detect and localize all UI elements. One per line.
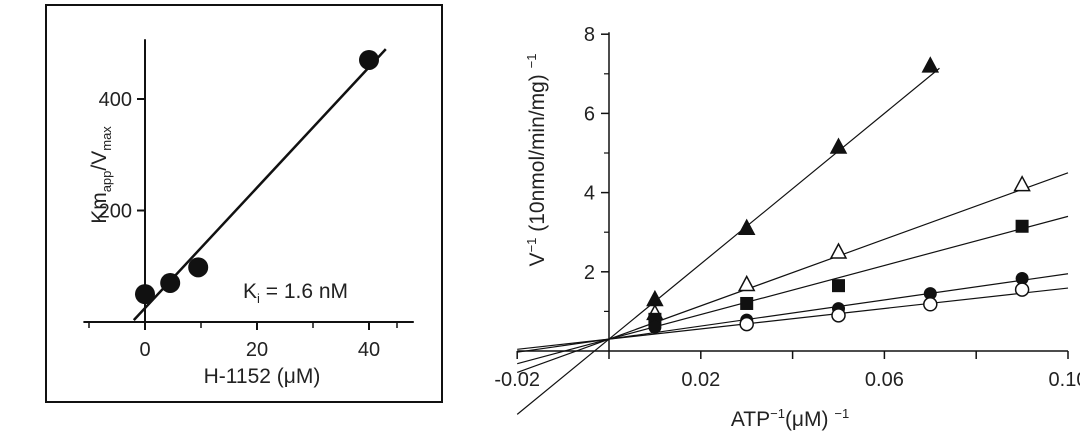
right-xlabel-sup2: −1 [834, 406, 849, 421]
left-points [135, 49, 379, 305]
filled-square-point [1015, 219, 1029, 233]
right-x-axis-label: ATP−1(μM) −1 [731, 406, 849, 431]
open-circle-point [923, 297, 938, 312]
left-ylabel-main: Km [88, 192, 111, 224]
left-x-tick-label: 40 [358, 339, 380, 361]
ki-annotation: Ki = 1.6 nM [243, 280, 348, 306]
filled-triangle-point [829, 137, 848, 154]
filled-square-point [832, 279, 845, 293]
right-panel: -0.020.020.060.102468 V−1 (10nmol/min/mg… [494, 24, 1080, 431]
left-data-point [188, 257, 209, 278]
left-data-point [160, 272, 181, 293]
open-triangle-point [737, 274, 756, 292]
right-ylabel-rest: (10nmol/min/mg) [526, 68, 549, 237]
ki-rest: = 1.6 nM [260, 280, 348, 303]
right-ylabel-main: V [526, 252, 549, 266]
right-xlabel-main: ATP [731, 408, 770, 431]
open-circle-point [831, 308, 846, 323]
filled-triangle-point [737, 218, 756, 235]
left-data-point [359, 49, 379, 70]
left-ylabel-sub2: max [99, 126, 114, 151]
open-triangle-point [829, 242, 848, 259]
right-xlabel-rest: (μM) [785, 408, 834, 431]
right-y-tick-label: 2 [584, 262, 595, 284]
right-x-tick-label: 0.06 [865, 369, 904, 391]
right-ylabel-sup: −1 [524, 238, 539, 253]
right-x-tick-label: 0.10 [1049, 369, 1080, 391]
filled-circle-point [648, 320, 662, 334]
right-axes: -0.02 0.02 0.06 0.10 2 4 6 8 [494, 24, 1080, 391]
right-fit-line [517, 215, 1069, 365]
right-fit-line [516, 172, 1069, 373]
right-fit-line [516, 67, 940, 415]
filled-circle-point [923, 287, 937, 301]
open-circle-point [739, 316, 754, 332]
left-y-tick-label: 200 [99, 201, 132, 223]
left-data-point [135, 284, 155, 305]
right-fit-line [517, 287, 1069, 350]
right-fit-lines [516, 67, 1069, 415]
right-xlabel-sup: −1 [770, 406, 785, 421]
open-circle-point [1014, 282, 1030, 297]
left-y-axis-label: Kmapp/Vmax [88, 126, 114, 224]
right-x-tick-label: 0.02 [681, 369, 720, 391]
left-x-tick-label: 20 [246, 339, 268, 361]
ki-main: K [243, 280, 257, 303]
left-panel: 0 20 40 200 400 Kmapp/Vmax H-1152 (μM) Ki = … [45, 4, 443, 403]
right-x-tick-label: -0.02 [494, 369, 540, 391]
left-x-tick-label: 0 [139, 339, 150, 361]
left-y-tick-label: 400 [99, 89, 132, 111]
right-ylabel-sup2: −1 [524, 54, 539, 69]
left-x-axis-label: H-1152 (μM) [204, 365, 321, 388]
right-y-tick-label: 4 [584, 183, 595, 205]
right-y-tick-label: 8 [584, 24, 595, 46]
right-points [646, 56, 1031, 334]
filled-triangle-point [646, 289, 664, 307]
left-ylabel-sub1: app [99, 171, 114, 193]
filled-triangle-point [921, 56, 940, 73]
filled-square-point [740, 296, 754, 310]
left-panel-frame [45, 4, 443, 403]
left-axes: 0 20 40 200 400 [83, 39, 414, 361]
ki-sub: i [257, 291, 260, 306]
right-y-tick-label: 6 [584, 103, 595, 125]
open-triangle-point [1013, 175, 1031, 192]
right-y-axis-label: V−1 (10nmol/min/mg) −1 [524, 54, 549, 267]
left-ylabel-mid: /V [88, 151, 111, 171]
filled-circle-point [1015, 272, 1029, 286]
